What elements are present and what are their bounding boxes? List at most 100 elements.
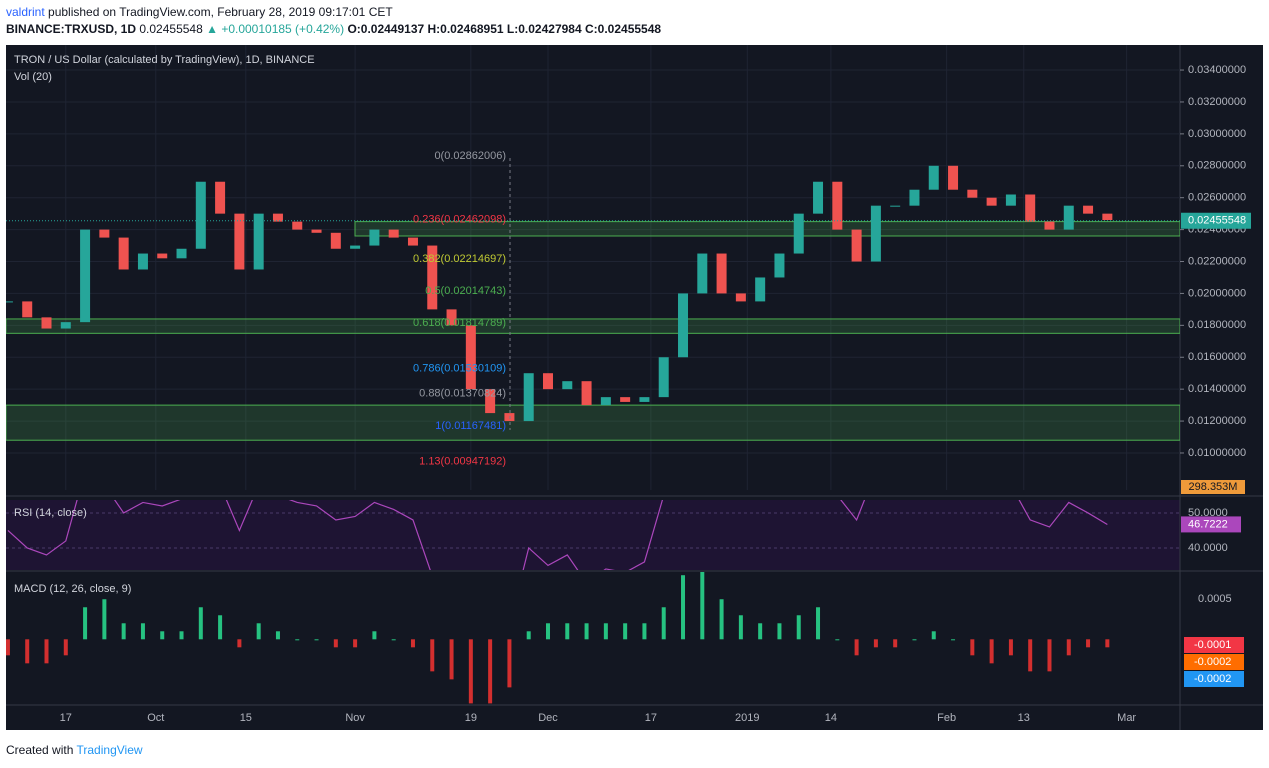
macd-bar (102, 599, 107, 640)
macd-bar (1047, 639, 1052, 672)
macd-bar (719, 599, 724, 640)
candle (1044, 221, 1055, 230)
candle (1083, 205, 1094, 214)
last-tag (1181, 212, 1251, 229)
macd-bar (893, 639, 898, 648)
macd-bar (642, 623, 647, 640)
candle (60, 322, 71, 329)
fib-label: 0.5(0.02014743) (425, 285, 506, 297)
x-tick-label: 15 (240, 712, 252, 724)
candle (832, 181, 843, 230)
macd-tag (1184, 637, 1244, 653)
volume-last: 298.353M (1189, 481, 1238, 493)
macd-bar (314, 639, 319, 641)
rsi-tag (1181, 516, 1241, 533)
macd-bar (989, 639, 994, 664)
candle (234, 213, 245, 270)
x-tick-label: 17 (645, 712, 657, 724)
candle (446, 309, 457, 326)
publish-line: valdrint published on TradingView.com, F… (6, 5, 393, 19)
rsi-tick-label: 40.0000 (1188, 542, 1228, 554)
y-tick-label: 0.03200000 (1188, 96, 1246, 108)
candle (813, 181, 824, 214)
y-tick-label: 0.02200000 (1188, 255, 1246, 267)
macd-last: -0.0002 (1194, 673, 1231, 685)
volume-tag (1181, 480, 1245, 494)
x-tick-label: Mar (1117, 712, 1136, 724)
x-tick-label: 17 (60, 712, 72, 724)
macd-title: MACD (12, 26, close, 9) (14, 583, 131, 595)
candle (485, 389, 496, 414)
candle (99, 229, 110, 238)
ohlc-c: C:0.02455548 (585, 22, 662, 36)
candle (716, 253, 727, 294)
macd-bar (179, 631, 184, 640)
macd-bar (565, 623, 570, 640)
candle (80, 229, 91, 323)
candle (504, 413, 515, 422)
macd-bar (488, 639, 493, 704)
candle (870, 205, 881, 262)
candle (215, 181, 226, 214)
candle (311, 229, 322, 233)
macd-bar (873, 639, 878, 648)
candle (620, 397, 631, 402)
candle (581, 381, 592, 406)
candle (1025, 194, 1036, 222)
macd-bar (854, 639, 859, 656)
zone (6, 404, 1180, 441)
quote-line: BINANCE:TRXUSD, 1D 0.02455548 ▲ +0.00010… (6, 22, 661, 36)
fib-label: 0.236(0.02462098) (413, 214, 506, 226)
chart-title: TRON / US Dollar (calculated by TradingV… (14, 54, 315, 66)
macd-bar (700, 572, 705, 640)
macd-bar (160, 631, 165, 640)
candle (793, 213, 804, 254)
y-tick-label: 0.03400000 (1188, 64, 1246, 76)
fib-label: 0.382(0.02214697) (413, 253, 506, 265)
x-tick-label: 14 (825, 712, 837, 724)
macd-bar (410, 639, 415, 648)
candle (986, 197, 997, 206)
published: published on TradingView.com, February 2… (48, 5, 393, 19)
macd-bar (391, 639, 396, 641)
macd-bar (623, 623, 628, 640)
fib-label: 0(0.02862006) (434, 150, 506, 162)
x-tick-label: 19 (465, 712, 477, 724)
x-tick-label: Feb (937, 712, 956, 724)
last: 0.02455548 (139, 22, 203, 36)
macd-bar (816, 607, 821, 640)
change: ▲ +0.00010185 (+0.42%) (206, 22, 345, 36)
candle (137, 253, 148, 270)
candle (272, 213, 283, 222)
fib-label: 1(0.01167481) (435, 420, 506, 432)
macd-bar (970, 639, 975, 656)
candle (851, 229, 862, 262)
candle (41, 317, 52, 329)
candle (600, 397, 611, 406)
macd-bar (333, 639, 338, 648)
macd-bar (758, 623, 763, 640)
candle (118, 237, 129, 270)
macd-bar (256, 623, 261, 640)
macd-tag (1184, 654, 1244, 670)
ohlc-l: L:0.02427984 (506, 22, 582, 36)
macd-bar (83, 607, 88, 640)
candle (562, 381, 573, 390)
macd-bar (353, 639, 358, 648)
candle (678, 293, 689, 358)
macd-bar (449, 639, 454, 680)
y-tick-label: 0.02800000 (1188, 160, 1246, 172)
x-tick-label: Nov (345, 712, 365, 724)
macd-bar (25, 639, 30, 664)
candle (1063, 205, 1074, 230)
brand[interactable]: TradingView (76, 743, 143, 757)
macd-bar (584, 623, 589, 640)
chart: 17 Oct 15 Nov 19 Dec 17 2019 14 Feb 13 Mar 0.0340000… (6, 45, 1263, 730)
rsi-title: RSI (14, close) (14, 507, 87, 519)
last-price: 0.02455548 (1188, 215, 1246, 227)
author[interactable]: valdrint (6, 5, 45, 19)
macd-bar (951, 639, 956, 641)
candle (697, 253, 708, 294)
fib-label: 1.13(0.00947192) (419, 455, 506, 467)
